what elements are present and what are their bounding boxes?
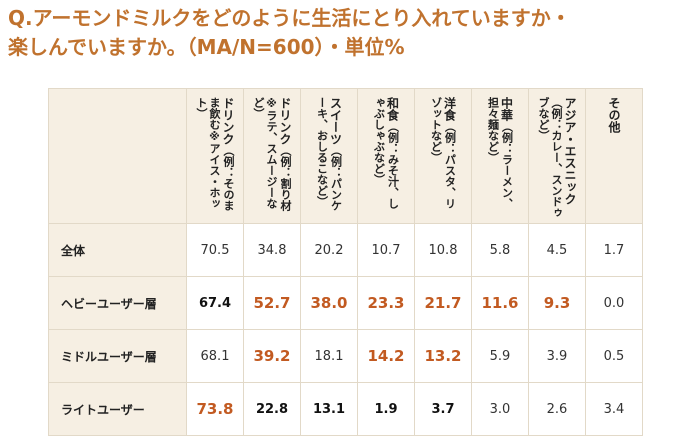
cell: 3.7 [414,382,472,436]
cell: 11.6 [471,276,529,330]
row: ミドルユーザー層 68.1 39.2 18.1 14.2 13.2 5.9 3.9 0.5 [48,329,643,383]
cell: 1.9 [357,382,415,436]
cell: 5.8 [471,223,529,277]
cell: 73.8 [186,382,244,436]
column-header: スイーツ（例：パンケーキ、おしるこなど） [300,88,358,224]
cell: 67.4 [186,276,244,330]
corner-cell [48,88,187,224]
cell: 9.3 [528,276,586,330]
column-example: （例：そのまま飲む※アイス・ホット） [195,97,235,211]
cell: 10.7 [357,223,415,277]
column-example: （例：みそ汁、しゃぶしゃぶなど） [372,97,400,209]
title: Q.アーモンドミルクをどのように生活にとり入れていますか・ 楽しんでいますか。（… [8,4,571,62]
cell: 3.4 [585,382,643,436]
column-header: ドリンク（例：そのまま飲む※アイス・ホット） [186,88,244,224]
column-name: スイーツ [328,97,343,145]
cell: 4.5 [528,223,586,277]
column-header: その他 [585,88,643,224]
row: ライトユーザー 73.8 22.8 13.1 1.9 3.7 3.0 2.6 3.4 [48,382,643,436]
row-label: ミドルユーザー層 [48,329,187,383]
column-header: 洋食（例：パスタ、リゾットなど） [414,88,472,224]
column-name: ドリンク [278,97,292,145]
cell: 1.7 [585,223,643,277]
column-header: 和食（例：みそ汁、しゃぶしゃぶなど） [357,88,415,224]
row-label: ライトユーザー [48,382,187,436]
header-row: ドリンク（例：そのまま飲む※アイス・ホット） ドリンク（例：割り材※ラテ、スムージ… [48,88,643,224]
cell: 5.9 [471,329,529,383]
vertical-text: ドリンク（例：割り材※ラテ、スムージーなど） [252,97,292,219]
column-header: アジア・エスニック（例：カレー、スンドゥブなど） [528,88,586,224]
vertical-text: その他 [607,97,621,219]
column-header: 中華（例：ラーメン、担々麺など） [471,88,529,224]
cell: 3.0 [471,382,529,436]
cell: 21.7 [414,276,472,330]
row: 全体 70.5 34.8 20.2 10.7 10.8 5.8 4.5 1.7 [48,223,643,277]
cell: 18.1 [300,329,358,383]
vertical-text: 中華（例：ラーメン、担々麺など） [487,97,514,219]
cell: 10.8 [414,223,472,277]
row: ヘビーユーザー層 67.4 52.7 38.0 23.3 21.7 11.6 9.3 0.0 [48,276,643,330]
cell: 3.9 [528,329,586,383]
vertical-text: ドリンク（例：そのまま飲む※アイス・ホット） [195,97,235,219]
title-line: 楽しんでいますか。（MA/N=600）・単位% [8,35,405,59]
cell: 52.7 [243,276,301,330]
row-label: ヘビーユーザー層 [48,276,187,330]
column-name: その他 [607,97,621,133]
cell: 39.2 [243,329,301,383]
column-header: ドリンク（例：割り材※ラテ、スムージーなど） [243,88,301,224]
cell: 20.2 [300,223,358,277]
cell: 22.8 [243,382,301,436]
vertical-text: 和食（例：みそ汁、しゃぶしゃぶなど） [373,97,400,219]
cell: 68.1 [186,329,244,383]
cell: 2.6 [528,382,586,436]
column-example: （例：割り材※ラテ、スムージーなど） [252,97,292,211]
column-name: ドリンク [221,97,235,145]
cell: 13.2 [414,329,472,383]
row-label: 全体 [48,223,187,277]
column-name: 和食 [385,97,400,121]
cell: 0.5 [585,329,643,383]
column-name: 洋食 [442,97,457,121]
column-name: アジア・エスニック [563,97,577,205]
cell: 70.5 [186,223,244,277]
cell: 23.3 [357,276,415,330]
column-example: （例：ラーメン、担々麺など） [486,97,514,209]
column-name: 中華 [499,97,514,121]
title-line: Q.アーモンドミルクをどのように生活にとり入れていますか・ [8,6,571,30]
vertical-text: アジア・エスニック（例：カレー、スンドゥブなど） [537,97,577,219]
vertical-text: 洋食（例：パスタ、リゾットなど） [430,97,457,219]
cell: 13.1 [300,382,358,436]
cell: 38.0 [300,276,358,330]
column-example: （例：パンケーキ、おしるこなど） [315,97,343,211]
table: ドリンク（例：そのまま飲む※アイス・ホット） ドリンク（例：割り材※ラテ、スムージ… [48,88,643,436]
cell: 0.0 [585,276,643,330]
column-example: （例：カレー、スンドゥブなど） [537,97,563,218]
cell: 34.8 [243,223,301,277]
vertical-text: スイーツ（例：パンケーキ、おしるこなど） [316,97,343,219]
column-example: （例：パスタ、リゾットなど） [429,97,457,209]
cell: 14.2 [357,329,415,383]
